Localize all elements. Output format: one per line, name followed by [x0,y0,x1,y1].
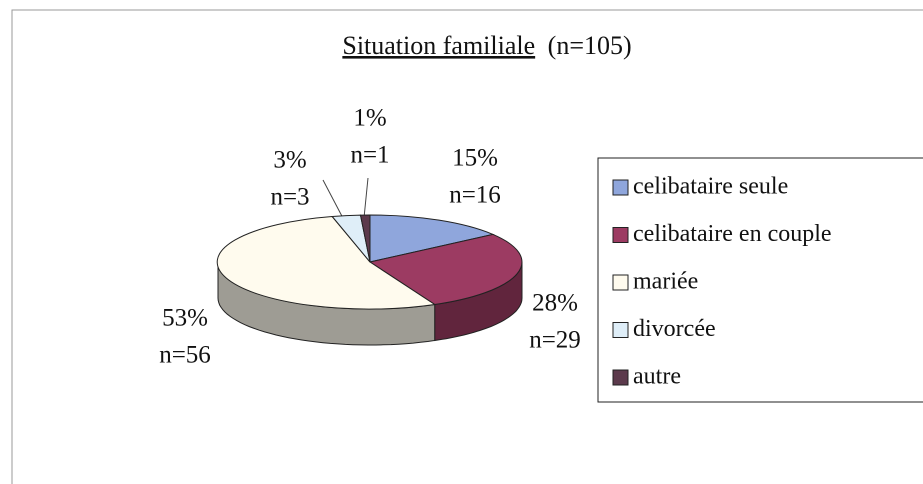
chart-title: Situation familiale (n=105) [342,31,631,60]
legend-label: autre [633,364,681,390]
legend-label: mariée [633,269,698,295]
data-label-count: n=29 [529,327,581,354]
data-label-count: n=3 [270,184,309,211]
data-label-count: n=56 [159,342,211,369]
legend-box [597,157,923,403]
legend-swatch [612,369,629,386]
title-note: (n=105) [548,31,632,60]
data-label: 53% [162,305,208,332]
legend-swatch [612,179,629,196]
legend-swatch [612,227,629,243]
leader-line [322,179,346,223]
data-label-count: n=16 [449,182,501,209]
pie-slice [216,215,437,310]
data-label: 3% [273,147,306,174]
data-label: 15% [452,145,498,172]
pie-slice [369,214,495,263]
data-label: 1% [353,105,386,132]
leader-line [363,177,369,219]
legend-label: celibataire seule [633,174,788,200]
pie-slice [359,214,371,263]
pie-slice [368,233,523,306]
legend-label: celibataire en couple [633,221,832,247]
legend-swatch [612,274,629,291]
title-main: Situation familiale [342,31,535,60]
data-label-count: n=1 [350,142,389,169]
legend-label: divorcée [633,316,716,342]
data-label: 28% [532,290,578,317]
legend-swatch [612,322,629,338]
